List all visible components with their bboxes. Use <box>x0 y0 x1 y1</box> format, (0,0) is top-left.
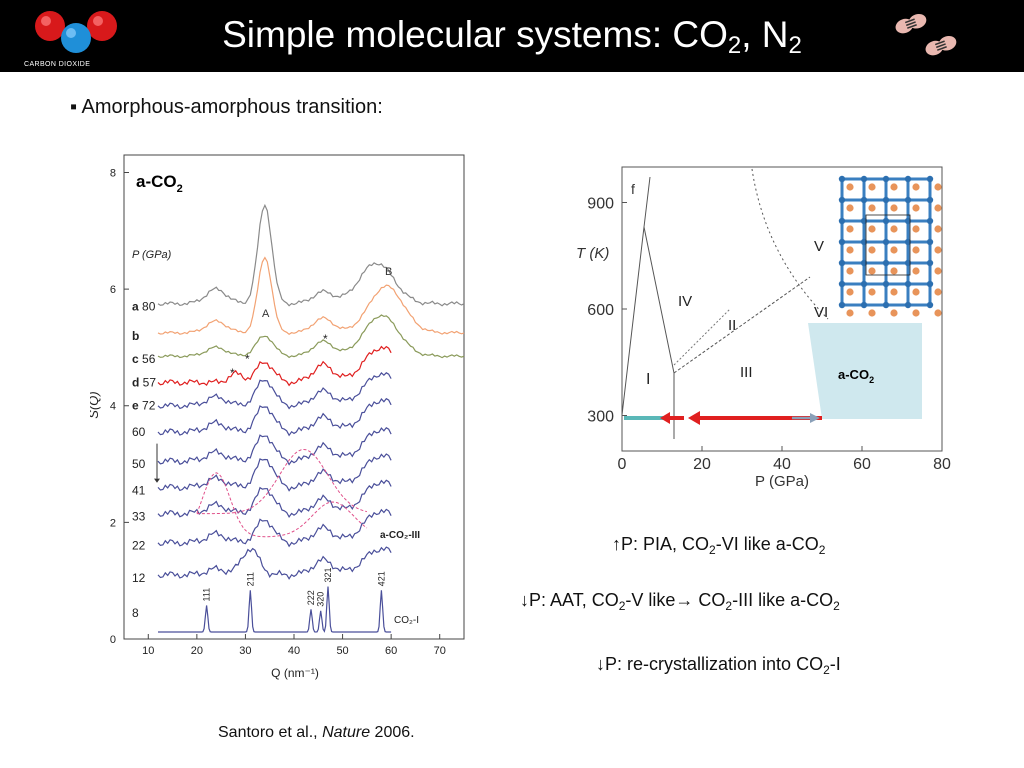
y-tick-label: 2 <box>110 517 116 529</box>
x-tick-label: 30 <box>239 645 251 657</box>
sq-curve <box>157 397 392 437</box>
p-axis-label: P (GPa) <box>755 473 809 490</box>
curve-label: 33 <box>132 510 146 524</box>
bragg-label: 421 <box>376 571 386 586</box>
sq-curve <box>157 427 392 466</box>
x-tick-label: 50 <box>336 645 348 657</box>
curve-label: 60 <box>132 425 146 439</box>
y-tick-label: 8 <box>110 167 116 179</box>
bragg-label: 111 <box>202 588 212 602</box>
citation: Santoro et al., Nature 2006. <box>218 724 415 741</box>
p-tick-label: 60 <box>853 456 871 473</box>
x-tick-label: 10 <box>142 645 154 657</box>
p-tick-label: 20 <box>693 456 711 473</box>
sq-curve <box>157 508 392 548</box>
bragg-label: 321 <box>323 567 333 582</box>
curve-label: a 80 <box>132 300 156 314</box>
t-tick-label: 900 <box>587 196 614 213</box>
sq-curve <box>157 546 392 580</box>
curve-label: d 57 <box>132 375 156 389</box>
sq-curve <box>157 371 392 410</box>
star-marker: * <box>230 366 235 380</box>
note-aat: ↓P: AAT, CO2-V like→ CO2-III like a-CO2 <box>520 590 840 613</box>
region-ii: II <box>728 317 736 334</box>
region-iii: III <box>740 364 753 381</box>
x-tick-label: 60 <box>385 645 397 657</box>
region-v: V <box>814 238 824 255</box>
sq-curve <box>157 203 465 307</box>
region-vi: VI <box>814 304 828 321</box>
p-tick-label: 0 <box>618 456 627 473</box>
phase-boundary-v <box>751 168 829 320</box>
x-tick-label: 20 <box>191 645 203 657</box>
region-f: f <box>631 181 635 197</box>
y-tick-label: 0 <box>110 634 116 646</box>
x-axis-label: Q (nm⁻¹) <box>271 666 319 680</box>
phase-iii-label: a-CO₂-III <box>380 530 420 541</box>
structure-factor-plot: 0 2 4 6 8 10 20 30 40 50 60 70 S(Q) Q (nm⁻¹) a-CO2… <box>90 154 465 680</box>
sample-label: a-CO2 <box>136 172 183 195</box>
crystal-structure-inset <box>834 171 942 319</box>
page-title: Simple molecular systems: CO2, N2 <box>222 14 802 59</box>
p-tick-label: 40 <box>773 456 791 473</box>
sq-curve <box>157 314 465 359</box>
p-tick-label: 80 <box>933 456 951 473</box>
co2-molecule-icon <box>35 11 117 53</box>
sq-curve <box>157 345 392 387</box>
sq-curve <box>157 453 392 492</box>
region-i: I <box>646 371 650 388</box>
bullet-heading: ▪ Amorphous-amorphous transition: <box>70 96 383 118</box>
n2-molecules-icon <box>895 14 957 56</box>
x-tick-label: 40 <box>288 645 300 657</box>
y-axis-label: S(Q) <box>90 391 101 418</box>
curve-label: 12 <box>132 571 146 585</box>
plot-frame <box>123 154 465 640</box>
peak-label-b: B <box>385 266 392 278</box>
bragg-label: 222 <box>306 590 316 605</box>
curve-label: b <box>132 329 139 343</box>
bragg-label: 320 <box>316 592 326 607</box>
amorphous-label: a-CO2 <box>838 367 874 385</box>
phase-boundary-iii <box>673 276 811 374</box>
logo-label: CARBON DIOXIDE <box>24 61 91 68</box>
region-iv: IV <box>678 293 692 310</box>
y-tick-label: 4 <box>110 401 116 413</box>
curve-label: 22 <box>132 539 146 553</box>
t-tick-label: 600 <box>587 302 614 319</box>
bragg-label: 211 <box>245 572 255 586</box>
t-axis-label: T (K) <box>576 245 609 262</box>
y-tick-label: 6 <box>110 284 116 296</box>
peak-label-a: A <box>262 308 270 320</box>
star-marker: * <box>323 332 328 346</box>
sq-curve <box>157 256 465 336</box>
phase-boundary-ii <box>673 308 731 366</box>
curve-label: 50 <box>132 457 146 471</box>
sq-curve <box>157 479 392 519</box>
phase-i-label: CO₂-I <box>394 615 419 626</box>
curve-label: e 72 <box>132 399 156 413</box>
amorphous-region <box>808 323 922 419</box>
star-marker: * <box>245 352 250 366</box>
fit-curve <box>196 448 368 515</box>
note-pia: ↑P: PIA, CO2-VI like a-CO2 <box>612 534 826 557</box>
t-tick-label: 300 <box>587 409 614 426</box>
x-tick-label: 70 <box>434 645 446 657</box>
note-recrystallization: ↓P: re-crystallization into CO2-I <box>596 654 841 677</box>
title-bar: CARBON DIOXIDE Simple molecular systems:… <box>0 0 1024 72</box>
curve-label: 8 <box>132 606 139 620</box>
crystal-curve <box>158 586 392 633</box>
pressure-header: P (GPa) <box>132 249 172 261</box>
fit-curve <box>196 472 368 538</box>
curve-label: 41 <box>132 483 146 497</box>
curve-label: c 56 <box>132 352 156 366</box>
